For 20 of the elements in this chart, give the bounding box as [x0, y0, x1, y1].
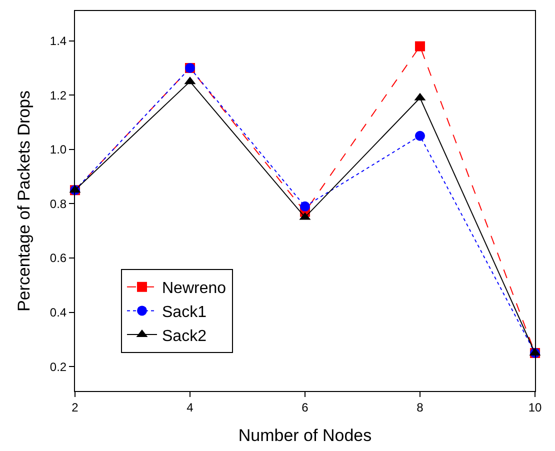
y-tick-label: 1.4 [50, 34, 67, 48]
legend-label: Sack1 [162, 304, 207, 321]
x-tick-label: 6 [302, 400, 309, 414]
y-tick-label: 1.2 [50, 88, 67, 102]
x-axis-title: Number of Nodes [238, 426, 372, 445]
point [415, 41, 425, 52]
y-axis-title: Percentage of Packets Drops [14, 90, 34, 312]
point [300, 201, 310, 212]
x-tick-label: 2 [72, 400, 79, 414]
y-tick-label: 0.6 [50, 251, 67, 266]
x-tick-label: 10 [528, 400, 542, 414]
legend-label: Newreno [162, 280, 226, 298]
y-tick-label: 0.8 [50, 196, 67, 211]
y-tick-label: 0.2 [50, 360, 67, 374]
legend-label: Sack2 [162, 328, 207, 345]
point [415, 130, 425, 141]
y-tick-label: 0.4 [50, 305, 67, 320]
x-tick-label: 8 [416, 400, 424, 414]
x-tick-label: 4 [186, 400, 194, 414]
y-tick-label: 1.0 [50, 142, 67, 157]
